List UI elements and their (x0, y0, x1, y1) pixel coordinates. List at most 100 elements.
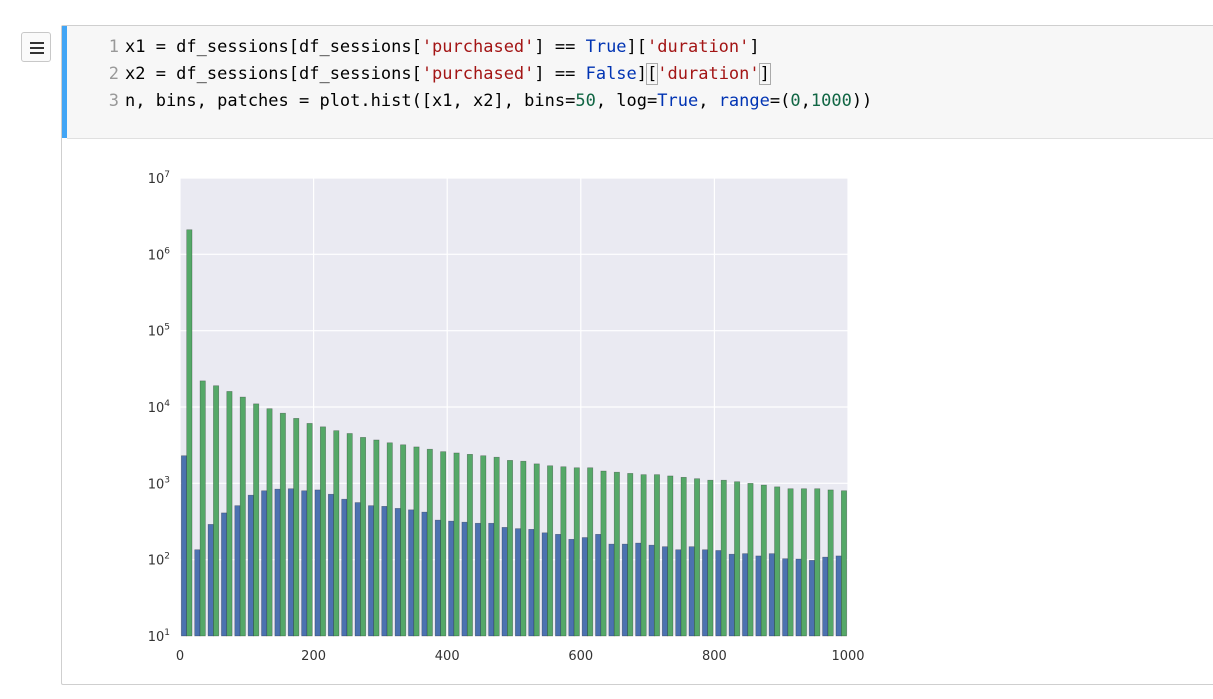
code-string: 'duration' (647, 37, 750, 57)
x-tick-label: 400 (435, 649, 460, 664)
histogram-bar (795, 558, 802, 637)
y-tick-label: 101 (148, 628, 170, 645)
histogram-bar (279, 412, 286, 637)
histogram-bar (555, 533, 562, 637)
histogram-bar (346, 433, 353, 637)
histogram-bar (688, 546, 695, 637)
histogram-bar (314, 489, 321, 637)
cell-menu-button[interactable] (21, 32, 51, 62)
matched-bracket: [ (646, 63, 659, 85)
histogram-bar (333, 430, 340, 637)
code-text: =( (769, 91, 791, 111)
histogram-bar (239, 396, 246, 637)
histogram-bar (293, 418, 300, 637)
histogram-bar (341, 498, 348, 637)
x-tick-label: 0 (176, 649, 184, 664)
histogram-bar (774, 486, 781, 637)
histogram-bar (707, 479, 714, 637)
histogram-bar (720, 479, 727, 637)
y-tick-label: 102 (148, 552, 170, 569)
menu-icon-bar (30, 52, 44, 54)
code-text: ][ (626, 37, 648, 57)
histogram-bar (520, 460, 527, 637)
histogram-bar (581, 537, 588, 637)
histogram-bar (787, 488, 794, 637)
code-number: 50 (575, 91, 596, 111)
histogram-bar (253, 403, 260, 637)
histogram-bar (319, 426, 326, 637)
code-text: ] (749, 37, 760, 57)
histogram-bar (199, 380, 206, 637)
histogram-bar (461, 521, 468, 637)
histogram-bar (354, 502, 361, 637)
histogram-bar (667, 475, 674, 637)
histogram-bar (421, 511, 428, 637)
code-text: ] == (534, 64, 586, 84)
y-tick-label: 103 (148, 475, 170, 492)
histogram-bar (827, 489, 834, 637)
histogram-bar (635, 542, 642, 637)
x-tick-label: 600 (568, 649, 593, 664)
menu-icon-bar (30, 42, 44, 44)
histogram-bar (747, 483, 754, 637)
histogram-bar (381, 506, 388, 637)
code-text: , log= (595, 91, 658, 111)
histogram-bar (608, 543, 615, 637)
code-number: 1000 (810, 91, 852, 111)
histogram-bar (213, 385, 220, 637)
y-tick-label: 104 (148, 399, 171, 416)
histogram-bar (207, 524, 214, 637)
code-text: ] (636, 64, 648, 84)
histogram-bar (800, 488, 807, 637)
histogram-bar (640, 474, 647, 637)
code-text: x1 = df_sessions[df_sessions[ (125, 37, 422, 57)
histogram-bar (194, 549, 201, 637)
histogram-bar (734, 481, 741, 637)
code-text: x2 = df_sessions[df_sessions[ (125, 64, 422, 84)
x-tick-label: 800 (702, 649, 727, 664)
histogram-bar (841, 490, 847, 637)
histogram-bar (448, 520, 455, 637)
histogram-bar (702, 549, 709, 637)
histogram-bar (573, 467, 580, 637)
histogram-bar (768, 553, 775, 637)
menu-icon-bar (30, 47, 44, 49)
histogram-bar (675, 549, 682, 637)
histogram-bar (541, 532, 548, 637)
code-text: , (698, 91, 719, 111)
code-keyword: True (585, 37, 627, 57)
code-string: 'purchased' (421, 37, 535, 57)
x-tick-label: 1000 (831, 649, 864, 664)
histogram-bar (466, 454, 473, 637)
code-line-3: 3 n, bins, patches = plot.hist([x1, x2], … (67, 89, 873, 113)
histogram-bar (568, 538, 575, 637)
histogram-bar (507, 460, 513, 637)
histogram-bar (226, 391, 233, 637)
code-text: , (800, 91, 811, 111)
code-line-1: 1 x1 = df_sessions[df_sessions['purchased… (67, 35, 760, 59)
histogram-bar (434, 519, 441, 637)
histogram-bar (301, 490, 308, 637)
histogram-bar (782, 558, 789, 637)
histogram-bar (394, 508, 401, 637)
histogram-bar (728, 553, 735, 637)
code-line-2: 2 x2 = df_sessions[df_sessions['purchased… (67, 62, 771, 86)
histogram-bar (306, 423, 313, 637)
histogram-bar (533, 463, 540, 637)
histogram-bar (528, 528, 535, 637)
histogram-bar (613, 471, 620, 637)
histogram-bar (515, 528, 521, 637)
histogram-bar (501, 527, 508, 637)
y-tick-label: 106 (148, 246, 171, 263)
line-number: 3 (108, 91, 119, 111)
histogram-bar (760, 484, 767, 637)
code-editor[interactable]: 1 x1 = df_sessions[df_sessions['purchased… (67, 26, 1213, 139)
histogram-bar (287, 488, 294, 637)
histogram-bar (627, 473, 634, 637)
histogram-bar (474, 522, 481, 637)
cell-output: 0 200 400 600 800 1000 101 102 103 104 105 106 107 (67, 140, 1213, 680)
histogram-bar (600, 470, 607, 637)
histogram-bar (808, 560, 815, 637)
notebook-cell[interactable] (61, 25, 1213, 685)
histogram-bar (266, 408, 273, 637)
